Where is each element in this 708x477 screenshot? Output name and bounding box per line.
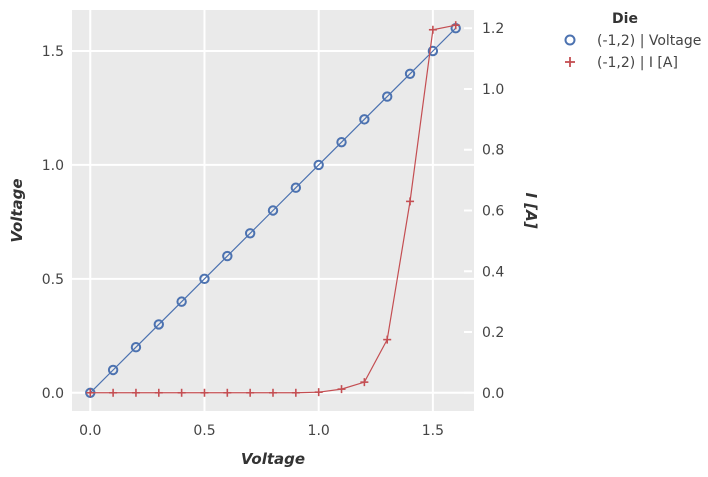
y-left-tick-label: 1.0 [42,158,64,174]
data-point-plus [314,388,323,397]
y-left-tick-label: 0.5 [42,272,64,288]
data-point-plus [383,335,392,344]
data-point-circle [130,342,142,353]
data-point-plus [451,21,460,30]
right-axis-ticks [464,27,472,394]
data-point-plus [154,388,163,397]
y-right-tick-label: 0.0 [482,386,504,402]
grid-lines [72,10,474,411]
y-right-tick-label: 1.2 [482,21,504,37]
data-point-circle [199,273,210,285]
legend-title: Die [612,11,638,27]
x-tick-label: 0.0 [79,423,101,439]
data-point-circle [267,205,279,216]
data-point-plus [86,388,95,397]
data-point-plus [223,388,232,397]
data-point-circle [290,182,302,193]
data-point-plus [269,388,277,397]
y-right-tick-label: 0.4 [482,264,504,280]
x-axis-label: Voltage [241,450,305,468]
data-point-plus [246,388,255,397]
data-point-plus [406,197,415,206]
tick-labels: 0.0 0.5 1.0 1.5 0.0 0.5 1.0 1.5 0.0 0.2 0.4 0.6 0.8 1… [42,21,505,439]
data-point-circle [359,114,370,125]
data-point-circle [153,319,164,330]
data-point-circle [382,91,393,102]
data-point-plus [131,388,140,397]
legend-label: (-1,2) | I [A] [597,55,678,71]
data-point-circle [176,296,187,307]
x-tick-label: 1.0 [308,423,330,439]
data-point-circle [244,228,256,239]
data-point-circle [404,68,416,79]
legend-label: (-1,2) | Voltage [597,33,701,49]
y-right-tick-label: 1.0 [482,82,504,98]
data-point-circle [336,136,347,148]
y-left-tick-label: 1.5 [42,44,64,60]
legend-marker-circle [564,34,576,46]
data-point-plus [360,378,369,387]
legend-item: (-1,2) | Voltage [564,33,701,49]
y-axis-left-label: Voltage [8,178,26,242]
data-point-circle [222,250,233,262]
y-right-tick-label: 0.8 [482,143,504,159]
y-right-tick-label: 0.6 [482,204,504,220]
series-line-1 [89,27,457,394]
data-point-plus [428,25,437,34]
data-point-plus [337,385,346,394]
legend-item: (-1,2) | I [A] [565,55,678,71]
legend: Die (-1,2) | Voltage (-1,2) | I [A] [564,11,701,71]
y-right-tick-label: 0.2 [482,325,504,341]
data-point-plus [177,388,186,397]
series-layer [85,21,461,398]
data-point-circle [427,45,439,57]
data-point-plus [291,388,300,397]
x-tick-label: 1.5 [422,423,444,439]
legend-items: (-1,2) | Voltage (-1,2) | I [A] [564,33,701,71]
x-tick-label: 0.5 [193,423,215,439]
y-left-tick-label: 0.0 [42,386,64,402]
data-point-circle [313,159,324,171]
data-point-plus [200,388,209,397]
data-point-circle [107,364,119,376]
data-point-plus [109,388,118,397]
y-axis-right-label: I [A] [522,192,540,228]
